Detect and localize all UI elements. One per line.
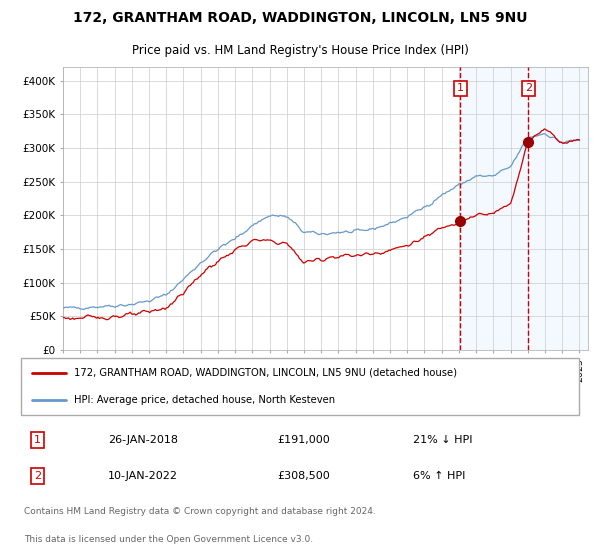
Text: Contains HM Land Registry data © Crown copyright and database right 2024.: Contains HM Land Registry data © Crown c… bbox=[23, 507, 376, 516]
Text: Price paid vs. HM Land Registry's House Price Index (HPI): Price paid vs. HM Land Registry's House … bbox=[131, 44, 469, 57]
Text: 21% ↓ HPI: 21% ↓ HPI bbox=[413, 435, 472, 445]
Text: 10-JAN-2022: 10-JAN-2022 bbox=[108, 471, 178, 481]
Text: 172, GRANTHAM ROAD, WADDINGTON, LINCOLN, LN5 9NU (detached house): 172, GRANTHAM ROAD, WADDINGTON, LINCOLN,… bbox=[74, 368, 457, 378]
Text: 6% ↑ HPI: 6% ↑ HPI bbox=[413, 471, 465, 481]
Text: This data is licensed under the Open Government Licence v3.0.: This data is licensed under the Open Gov… bbox=[23, 535, 313, 544]
Text: £308,500: £308,500 bbox=[277, 471, 330, 481]
Text: 26-JAN-2018: 26-JAN-2018 bbox=[108, 435, 178, 445]
Text: 172, GRANTHAM ROAD, WADDINGTON, LINCOLN, LN5 9NU: 172, GRANTHAM ROAD, WADDINGTON, LINCOLN,… bbox=[73, 11, 527, 25]
Text: 1: 1 bbox=[457, 83, 464, 94]
Text: 1: 1 bbox=[34, 435, 41, 445]
Text: 2: 2 bbox=[34, 471, 41, 481]
Text: HPI: Average price, detached house, North Kesteven: HPI: Average price, detached house, Nort… bbox=[74, 395, 335, 405]
Text: £191,000: £191,000 bbox=[277, 435, 330, 445]
Text: 2: 2 bbox=[525, 83, 532, 94]
Bar bbox=[460, 67, 588, 350]
FancyBboxPatch shape bbox=[21, 358, 579, 415]
